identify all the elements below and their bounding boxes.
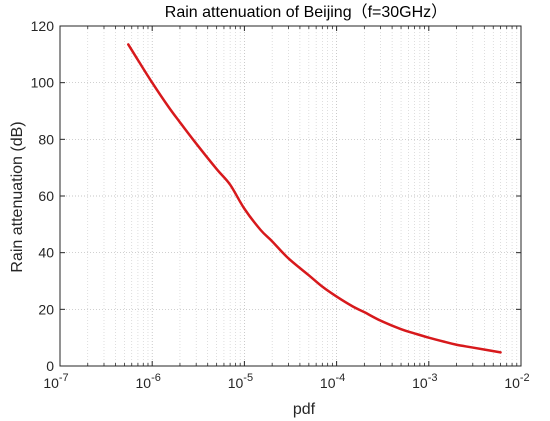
y-tick-label: 20 (38, 301, 54, 317)
x-tick-label: 10-5 (228, 372, 253, 391)
tick-labels: 10-7 10-6 10-5 10-4 10-3 10-2 0 20 40 60 80 100 120 (31, 18, 530, 391)
y-tick-label: 80 (38, 131, 54, 147)
y-tick-label: 60 (38, 188, 54, 204)
y-tick-label: 40 (38, 245, 54, 261)
x-tick-label: 10-6 (136, 372, 161, 391)
y-tick-label: 0 (46, 358, 54, 374)
series-line (127, 43, 502, 354)
x-tick-label: 10-7 (43, 372, 68, 391)
x-tick-label: 10-3 (412, 372, 437, 391)
y-tick-label: 120 (31, 18, 55, 34)
y-axis-label: Rain attenuation (dB) (9, 121, 26, 272)
x-tick-label: 10-4 (320, 372, 345, 391)
x-axis-label: pdf (293, 401, 316, 418)
y-tick-label: 100 (31, 75, 55, 91)
x-tick-label: 10-2 (504, 372, 529, 391)
series-layer (127, 43, 502, 354)
chart-title: Rain attenuation of Beijing（f=30GHz） (165, 3, 447, 21)
axis-ticks (59, 25, 522, 367)
